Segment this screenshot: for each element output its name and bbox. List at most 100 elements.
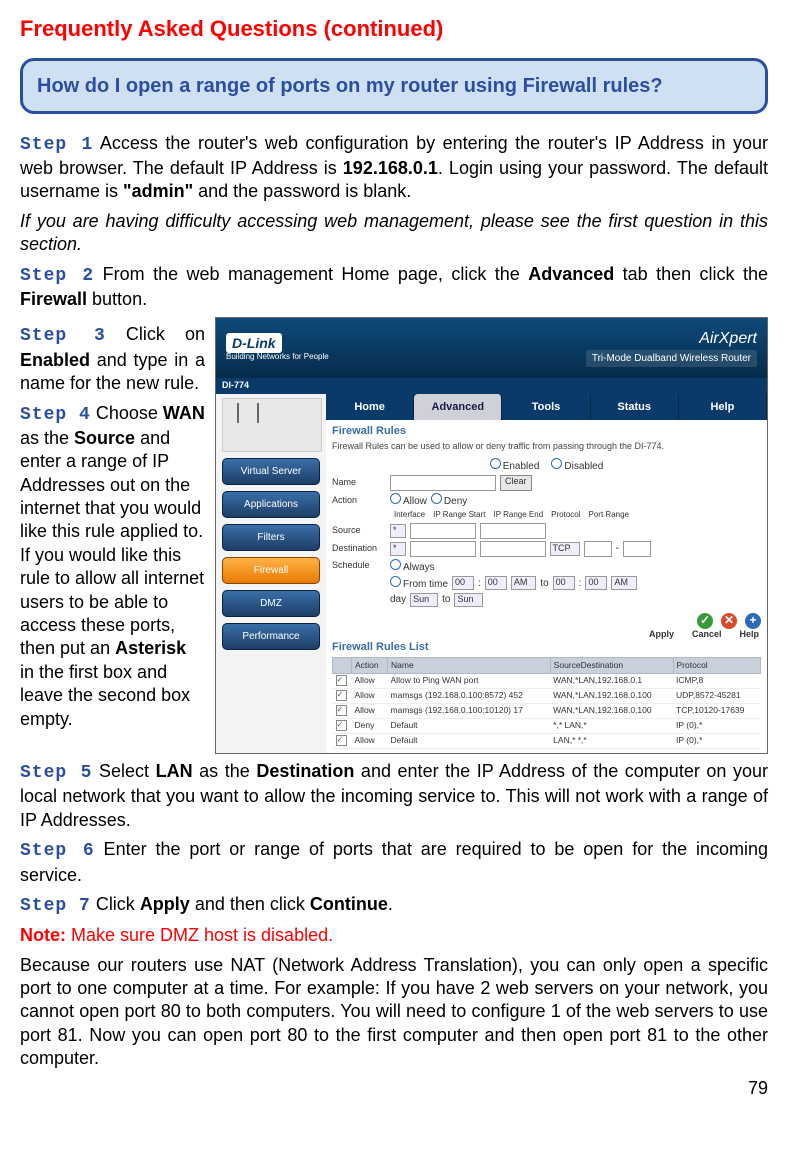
port-start-input[interactable] xyxy=(584,541,612,557)
apply-icon[interactable]: ✓ xyxy=(697,613,713,629)
rule-checkbox[interactable] xyxy=(336,690,347,701)
time-ampm2[interactable]: AM xyxy=(611,576,637,590)
step5-b: as the xyxy=(193,761,257,781)
hdr-iprs: IP Range Start xyxy=(433,510,485,520)
tab-tools[interactable]: Tools xyxy=(502,394,590,420)
rule-sd: *,* LAN,* xyxy=(550,718,673,733)
note-red: Make sure DMZ host is disabled. xyxy=(66,925,333,945)
time-h2[interactable]: 00 xyxy=(553,576,575,590)
step5-a: Select xyxy=(92,761,155,781)
table-row: Allow mamsgs (192.168.0.100:10120) 17 WA… xyxy=(333,703,761,718)
rule-name: Default xyxy=(388,718,551,733)
side-filters[interactable]: Filters xyxy=(222,524,320,551)
step5-destination: Destination xyxy=(256,761,354,781)
rule-checkbox[interactable] xyxy=(336,675,347,686)
lbl-always: Always xyxy=(403,562,435,573)
side-performance[interactable]: Performance xyxy=(222,623,320,650)
help-icon[interactable]: + xyxy=(745,613,761,629)
lbl-to: to xyxy=(540,577,548,590)
lbl-deny: Deny xyxy=(444,496,467,507)
tab-status[interactable]: Status xyxy=(591,394,679,420)
dest-iprs-input[interactable] xyxy=(410,541,476,557)
step6-label: Step 6 xyxy=(20,841,95,861)
page-title: Frequently Asked Questions (continued) xyxy=(20,15,768,44)
step4-label: Step 4 xyxy=(20,405,91,425)
rule-action: Allow xyxy=(352,688,388,703)
hdr-protocol: Protocol xyxy=(551,510,580,520)
step2-a: From the web management Home page, click… xyxy=(94,264,528,284)
step4-text: Step 4 Choose WAN as the Source and ente… xyxy=(20,402,205,731)
time-ampm1[interactable]: AM xyxy=(511,576,537,590)
radio-allow[interactable] xyxy=(390,493,401,504)
day-from[interactable]: Sun xyxy=(410,593,438,607)
day-to[interactable]: Sun xyxy=(454,593,482,607)
radio-disabled[interactable] xyxy=(551,458,562,469)
time-h1[interactable]: 00 xyxy=(452,576,474,590)
radio-deny[interactable] xyxy=(431,493,442,504)
tab-advanced[interactable]: Advanced xyxy=(414,394,502,420)
time-m2[interactable]: 00 xyxy=(585,576,607,590)
side-virtual-server[interactable]: Virtual Server xyxy=(222,458,320,485)
note-body: Because our routers use NAT (Network Add… xyxy=(20,954,768,1071)
rule-checkbox[interactable] xyxy=(336,705,347,716)
step2-label: Step 2 xyxy=(20,266,94,286)
rule-checkbox[interactable] xyxy=(336,720,347,731)
side-applications[interactable]: Applications xyxy=(222,491,320,518)
clear-button[interactable]: Clear xyxy=(500,475,532,491)
radio-always[interactable] xyxy=(390,559,401,570)
port-end-input[interactable] xyxy=(623,541,651,557)
panel-title: Firewall Rules xyxy=(332,424,761,438)
name-input[interactable] xyxy=(390,475,496,491)
radio-enabled[interactable] xyxy=(490,458,501,469)
hdr-portrange: Port Range xyxy=(589,510,629,520)
table-row: Allow mamsgs (192.168.0.100:8572) 452 WA… xyxy=(333,688,761,703)
tabbar: Home Advanced Tools Status Help xyxy=(326,394,767,420)
rules-list-title: Firewall Rules List xyxy=(332,640,761,654)
protocol-select[interactable]: TCP xyxy=(550,542,580,556)
rule-name: mamsgs (192.168.0.100:10120) 17 xyxy=(388,703,551,718)
panel-desc: Firewall Rules can be used to allow or d… xyxy=(332,441,761,453)
table-row: Deny Default *,* LAN,* IP (0),* xyxy=(333,718,761,733)
rule-sd: LAN,* *,* xyxy=(550,733,673,748)
hdr-interface: Interface xyxy=(394,510,425,520)
rules-table: Action Name SourceDestination Protocol A… xyxy=(332,657,761,749)
step2-c: button. xyxy=(87,289,147,309)
step6-a: Enter the port or range of ports that ar… xyxy=(20,839,768,884)
side-firewall[interactable]: Firewall xyxy=(222,557,320,584)
dest-interface-select[interactable]: * xyxy=(390,542,406,556)
rule-action: Allow xyxy=(352,673,388,688)
step3-label: Step 3 xyxy=(20,326,106,346)
step4-a: Choose xyxy=(91,403,163,423)
radio-fromtime[interactable] xyxy=(390,576,401,587)
step1-hint: If you are having difficulty accessing w… xyxy=(20,210,768,257)
step4-source: Source xyxy=(74,428,135,448)
source-iprs-input[interactable] xyxy=(410,523,476,539)
hdr-ipre: IP Range End xyxy=(493,510,543,520)
source-interface-select[interactable]: * xyxy=(390,524,406,538)
lbl-help: Help xyxy=(739,629,759,641)
step5-label: Step 5 xyxy=(20,763,92,783)
side-dmz[interactable]: DMZ xyxy=(222,590,320,617)
tab-help[interactable]: Help xyxy=(679,394,767,420)
source-ipre-input[interactable] xyxy=(480,523,546,539)
step5-lan: LAN xyxy=(156,761,193,781)
step7-a: Click xyxy=(91,894,140,914)
rule-proto: ICMP,8 xyxy=(673,673,760,688)
rule-action: Allow xyxy=(352,733,388,748)
brand-tagline: Building Networks for People xyxy=(226,352,329,362)
th-action: Action xyxy=(352,657,388,673)
rule-checkbox[interactable] xyxy=(336,735,347,746)
cancel-icon[interactable]: ✕ xyxy=(721,613,737,629)
rule-action: Deny xyxy=(352,718,388,733)
rule-name: mamsgs (192.168.0.100:8572) 452 xyxy=(388,688,551,703)
step2-advanced: Advanced xyxy=(528,264,614,284)
dest-ipre-input[interactable] xyxy=(480,541,546,557)
step4-c: and enter a range of IP Addresses out on… xyxy=(20,428,204,659)
rule-action: Allow xyxy=(352,703,388,718)
rule-sd: WAN,*LAN,192.168.0.100 xyxy=(550,703,673,718)
tab-home[interactable]: Home xyxy=(326,394,414,420)
lbl-schedule: Schedule xyxy=(332,560,386,572)
step7-continue: Continue xyxy=(310,894,388,914)
step4-asterisk: Asterisk xyxy=(115,638,186,658)
time-m1[interactable]: 00 xyxy=(485,576,507,590)
